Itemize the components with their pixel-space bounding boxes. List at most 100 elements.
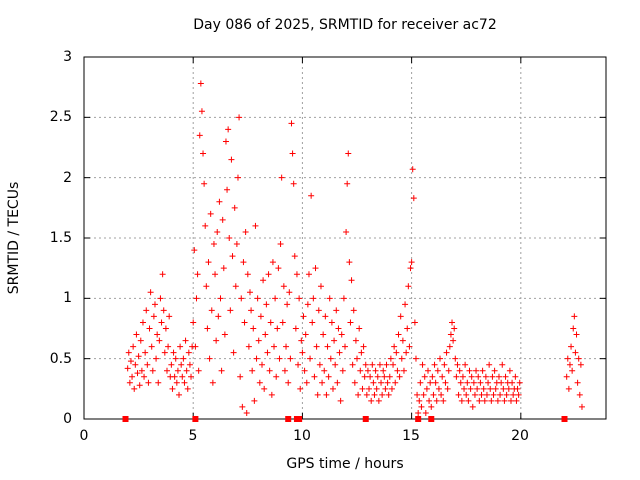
data-point bbox=[368, 397, 375, 404]
data-point bbox=[483, 391, 490, 398]
data-point bbox=[446, 343, 453, 350]
data-point bbox=[288, 120, 295, 127]
data-point bbox=[373, 385, 380, 392]
data-point bbox=[321, 367, 328, 374]
data-point bbox=[266, 367, 273, 374]
data-point bbox=[310, 295, 317, 302]
data-point bbox=[577, 361, 584, 368]
data-point bbox=[145, 379, 152, 386]
data-point bbox=[450, 337, 457, 344]
data-point bbox=[378, 379, 385, 386]
data-point bbox=[444, 385, 451, 392]
data-point bbox=[430, 391, 437, 398]
data-point bbox=[287, 355, 294, 362]
data-point bbox=[363, 391, 370, 398]
data-point bbox=[387, 355, 394, 362]
data-point bbox=[471, 391, 478, 398]
data-point bbox=[320, 331, 327, 338]
data-point bbox=[442, 379, 449, 386]
data-point bbox=[281, 367, 288, 374]
data-point bbox=[359, 385, 366, 392]
data-point bbox=[300, 313, 307, 320]
data-point bbox=[348, 277, 355, 284]
zero-marker bbox=[296, 416, 303, 422]
data-point bbox=[501, 397, 508, 404]
data-point bbox=[147, 289, 154, 296]
data-point bbox=[127, 358, 134, 365]
data-point bbox=[253, 355, 260, 362]
data-point bbox=[491, 367, 498, 374]
data-point bbox=[263, 301, 270, 308]
data-point bbox=[459, 373, 466, 380]
data-point bbox=[301, 367, 308, 374]
data-point bbox=[443, 349, 450, 356]
data-point bbox=[252, 222, 259, 229]
data-point bbox=[412, 355, 419, 362]
data-point bbox=[572, 349, 579, 356]
data-point bbox=[366, 385, 373, 392]
data-point bbox=[455, 391, 462, 398]
data-point bbox=[445, 367, 452, 374]
data-point bbox=[507, 397, 514, 404]
data-point bbox=[362, 361, 369, 368]
data-point bbox=[454, 361, 461, 368]
zero-marker bbox=[561, 416, 568, 422]
data-point bbox=[486, 361, 493, 368]
data-point bbox=[254, 295, 261, 302]
data-point bbox=[385, 391, 392, 398]
data-point bbox=[334, 379, 341, 386]
data-point bbox=[201, 180, 208, 187]
data-point bbox=[371, 391, 378, 398]
data-point bbox=[246, 289, 253, 296]
data-point bbox=[204, 325, 211, 332]
zero-marker bbox=[122, 416, 129, 422]
data-point bbox=[196, 132, 203, 139]
data-point bbox=[327, 355, 334, 362]
data-point bbox=[352, 337, 359, 344]
data-point bbox=[396, 373, 403, 380]
data-point bbox=[216, 198, 223, 205]
grid-lines bbox=[84, 57, 606, 419]
data-point bbox=[279, 319, 286, 326]
data-point bbox=[240, 259, 247, 266]
data-point bbox=[457, 379, 464, 386]
data-point bbox=[350, 307, 357, 314]
data-point bbox=[364, 367, 371, 374]
data-point bbox=[323, 391, 330, 398]
data-point bbox=[392, 379, 399, 386]
data-point bbox=[344, 180, 351, 187]
data-point bbox=[161, 349, 168, 356]
data-point bbox=[473, 367, 480, 374]
data-point bbox=[347, 319, 354, 326]
data-point bbox=[130, 343, 137, 350]
data-point bbox=[478, 391, 485, 398]
data-point bbox=[332, 361, 339, 368]
data-point bbox=[424, 367, 431, 374]
data-point bbox=[205, 259, 212, 266]
data-point bbox=[433, 397, 440, 404]
data-point bbox=[291, 253, 298, 260]
data-point bbox=[206, 355, 213, 362]
data-point bbox=[402, 301, 409, 308]
data-point bbox=[464, 379, 471, 386]
data-point bbox=[399, 337, 406, 344]
data-point bbox=[465, 397, 472, 404]
data-point bbox=[452, 355, 459, 362]
y-tick-label: 1 bbox=[63, 290, 72, 306]
data-point bbox=[241, 319, 248, 326]
data-point bbox=[346, 259, 353, 266]
data-point bbox=[185, 349, 192, 356]
data-point bbox=[221, 331, 228, 338]
data-point bbox=[297, 385, 304, 392]
data-point bbox=[339, 367, 346, 374]
data-point bbox=[381, 373, 388, 380]
data-point bbox=[219, 216, 226, 223]
data-point bbox=[245, 343, 252, 350]
data-point bbox=[417, 379, 424, 386]
data-point bbox=[165, 343, 172, 350]
data-point bbox=[139, 319, 146, 326]
data-point bbox=[309, 319, 316, 326]
data-point bbox=[264, 349, 271, 356]
data-point bbox=[466, 367, 473, 374]
